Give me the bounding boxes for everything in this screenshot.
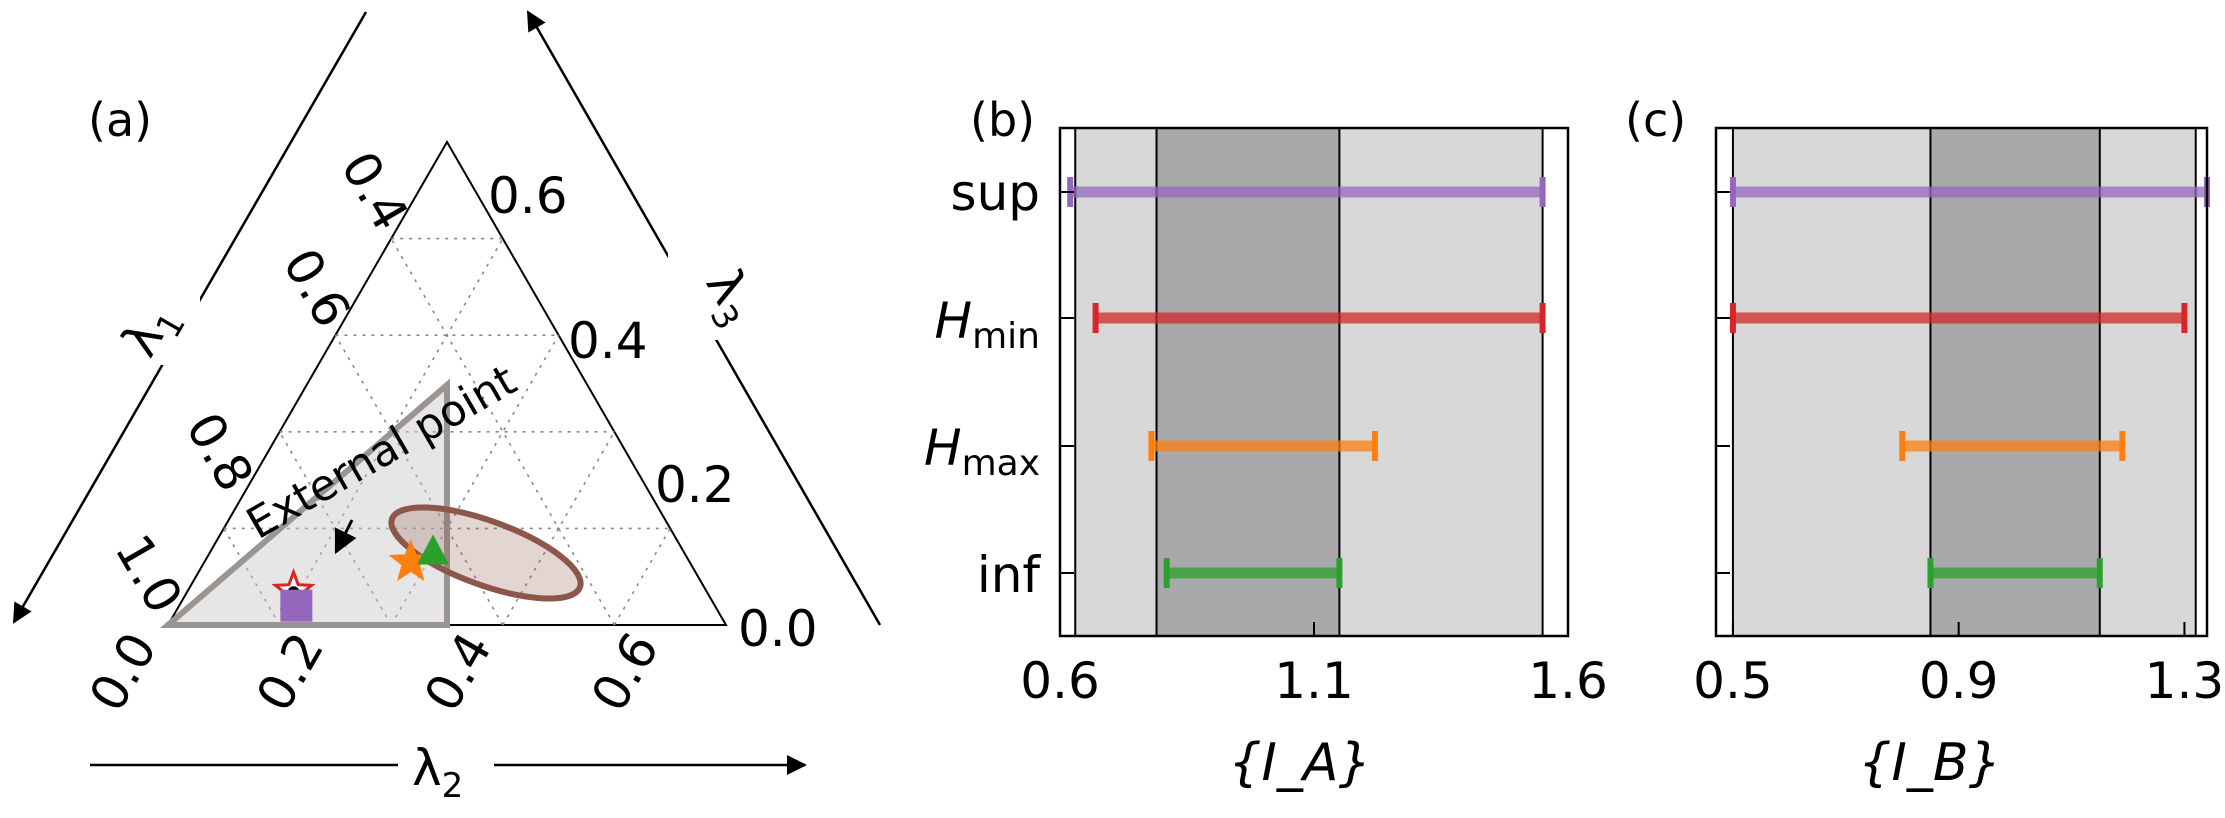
dark-band	[1156, 128, 1340, 636]
plot-area-c: 0.5 0.9 1.3	[1693, 126, 2225, 710]
panel-c-label: (c)	[1625, 93, 1686, 147]
grid-line	[334, 334, 504, 626]
right-tick: 0.6	[488, 167, 568, 225]
bottom-axis-label: λ2	[412, 739, 463, 806]
x-axis-label-c: {I_B}	[1858, 733, 2001, 793]
point-triangle-green	[417, 534, 450, 565]
grid-line	[223, 527, 281, 626]
bottom-tick: 0.2	[245, 623, 335, 721]
plot-area-b: 0.6 1.1 1.6	[1020, 126, 1608, 710]
feasible-region	[159, 378, 450, 628]
right-axis-gap	[668, 248, 734, 340]
dark-band	[1930, 128, 2100, 636]
bottom-tick: 0.6	[580, 623, 670, 721]
interval-panel-b: (b) 0.6 1.1 1.6 sup Hmin Hmax inf {I_A}	[924, 93, 1608, 793]
category-label-hmin: Hmin	[935, 292, 1041, 357]
right-tick: 0.2	[655, 456, 735, 514]
x-tick-label: 0.9	[1919, 652, 1999, 710]
x-axis-label-b: {I_A}	[1228, 733, 1371, 793]
grid-line	[278, 431, 392, 626]
left-axis-label: λ1	[110, 293, 194, 371]
category-label-hmax: Hmax	[924, 419, 1040, 484]
grid-line	[278, 238, 504, 626]
category-label-sup: sup	[951, 164, 1040, 222]
ternary-gridlines	[223, 237, 671, 626]
plot-frame	[1714, 126, 2209, 638]
x-tick-label: 0.6	[1020, 652, 1100, 710]
interval-panel-c: (c) 0.5 0.9 1.3 {I_B}	[1625, 93, 2224, 793]
right-tick: 0.0	[738, 600, 818, 658]
x-tick-label: 1.1	[1274, 652, 1354, 710]
grid-line	[502, 431, 616, 626]
category-label-inf: inf	[977, 546, 1042, 604]
ternary-points	[271, 534, 450, 622]
category-labels: sup Hmin Hmax inf	[924, 164, 1041, 604]
bottom-tick: 0.4	[413, 623, 503, 721]
right-tick: 0.4	[568, 312, 648, 370]
ternary-panel: (a) External point 0.4 0.6 0.8 1.0 0.6 0…	[12, 10, 882, 806]
confidence-ellipse	[388, 504, 584, 602]
x-tick-label: 1.3	[2145, 652, 2225, 710]
x-tick-label: 0.5	[1693, 652, 1773, 710]
bottom-tick: 0.0	[78, 623, 168, 721]
annotation-arrow	[334, 519, 357, 555]
grid-line	[613, 527, 671, 626]
left-axis-gap	[140, 285, 200, 365]
feasible-region-polygon	[159, 378, 450, 628]
point-square-purple	[280, 589, 313, 622]
bottom-axis-gap	[398, 735, 494, 795]
x-tick-label: 1.6	[1528, 652, 1608, 710]
panel-b-label: (b)	[970, 93, 1035, 147]
panel-a-label: (a)	[88, 93, 152, 147]
grid-line	[390, 238, 616, 626]
